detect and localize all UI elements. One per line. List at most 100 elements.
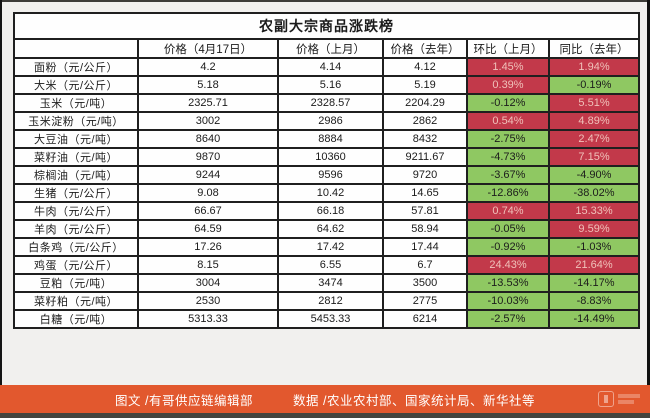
price-lastmonth-cell: 17.42 — [277, 237, 384, 257]
table-row: 大豆油（元/吨） 8640 8884 8432 -2.75% 2.47% — [13, 129, 641, 149]
table-row: 生猪（元/公斤） 9.08 10.42 14.65 -12.86% -38.02% — [13, 183, 641, 203]
price-apr17-cell: 17.26 — [137, 237, 279, 257]
price-apr17-cell: 2325.71 — [137, 93, 279, 113]
price-apr17-cell: 9.08 — [137, 183, 279, 203]
price-lastyear-cell: 3500 — [382, 273, 468, 293]
table-row: 菜籽油（元/吨） 9870 10360 9211.67 -4.73% 7.15% — [13, 147, 641, 167]
yoy-change-cell: -38.02% — [547, 183, 641, 203]
yoy-change-cell: 2.47% — [547, 129, 641, 149]
commodity-name-cell: 大米（元/公斤） — [13, 75, 139, 95]
yoy-change-cell: -8.83% — [547, 291, 641, 311]
commodity-name-cell: 面粉（元/公斤） — [13, 57, 139, 77]
yoy-change-cell: -4.90% — [547, 165, 641, 185]
price-apr17-cell: 64.59 — [137, 219, 279, 239]
price-apr17-cell: 5.18 — [137, 75, 279, 95]
price-lastmonth-cell: 2812 — [277, 291, 384, 311]
price-lastyear-cell: 9720 — [382, 165, 468, 185]
price-apr17-cell: 8.15 — [137, 255, 279, 275]
table-header-row: 价格（4月17日） 价格（上月） 价格（去年） 环比（上月） 同比（去年） — [13, 38, 641, 59]
price-lastyear-cell: 2204.29 — [382, 93, 468, 113]
price-lastmonth-cell: 5453.33 — [277, 309, 384, 329]
commodity-name-cell: 牛肉（元/公斤） — [13, 201, 139, 221]
table-row: 菜籽粕（元/吨） 2530 2812 2775 -10.03% -8.83% — [13, 291, 641, 311]
price-lastyear-cell: 14.65 — [382, 183, 468, 203]
price-apr17-cell: 8640 — [137, 129, 279, 149]
price-lastmonth-cell: 10.42 — [277, 183, 384, 203]
price-lastmonth-cell: 5.16 — [277, 75, 384, 95]
price-apr17-cell: 3004 — [137, 273, 279, 293]
yoy-change-cell: -1.03% — [547, 237, 641, 257]
footer-credit-bar: 图文 /有哥供应链编辑部 数据 /农业农村部、国家统计局、新华社等 — [0, 385, 650, 413]
price-lastyear-cell: 57.81 — [382, 201, 468, 221]
price-lastmonth-cell: 8884 — [277, 129, 384, 149]
price-lastyear-cell: 6214 — [382, 309, 468, 329]
mom-change-cell: -0.05% — [466, 219, 550, 239]
mom-change-cell: -13.53% — [466, 273, 550, 293]
yoy-change-cell: 1.94% — [547, 57, 641, 77]
mom-change-cell: 1.45% — [466, 57, 550, 77]
table-row: 玉米淀粉（元/吨） 3002 2986 2862 0.54% 4.89% — [13, 111, 641, 131]
commodity-price-table: 农副大宗商品涨跌榜 价格（4月17日） 价格（上月） 价格（去年） 环比（上月）… — [12, 12, 641, 329]
price-apr17-cell: 4.2 — [137, 57, 279, 77]
page-title: 农副大宗商品涨跌榜 — [12, 12, 641, 40]
mom-change-cell: -2.57% — [466, 309, 550, 329]
table-row: 白条鸡（元/公斤） 17.26 17.42 17.44 -0.92% -1.03% — [13, 237, 641, 257]
mom-change-cell: 0.74% — [466, 201, 550, 221]
price-lastyear-cell: 58.94 — [382, 219, 468, 239]
mom-change-cell: 0.54% — [466, 111, 550, 131]
table-row: 面粉（元/公斤） 4.2 4.14 4.12 1.45% 1.94% — [13, 57, 641, 77]
yoy-change-cell: 4.89% — [547, 111, 641, 131]
header-price-lastmonth: 价格（上月） — [277, 38, 384, 59]
yoy-change-cell: -14.49% — [547, 309, 641, 329]
header-price-lastyear: 价格（去年） — [382, 38, 468, 59]
table-row: 羊肉（元/公斤） 64.59 64.62 58.94 -0.05% 9.59% — [13, 219, 641, 239]
price-lastmonth-cell: 6.55 — [277, 255, 384, 275]
commodity-name-cell: 菜籽粕（元/吨） — [13, 291, 139, 311]
mom-change-cell: 24.43% — [466, 255, 550, 275]
yoy-change-cell: -0.19% — [547, 75, 641, 95]
commodity-name-cell: 大豆油（元/吨） — [13, 129, 139, 149]
table-row: 大米（元/公斤） 5.18 5.16 5.19 0.39% -0.19% — [13, 75, 641, 95]
yoy-change-cell: 7.15% — [547, 147, 641, 167]
commodity-name-cell: 玉米淀粉（元/吨） — [13, 111, 139, 131]
price-lastmonth-cell: 4.14 — [277, 57, 384, 77]
table-row: 棕榈油（元/吨） 9244 9596 9720 -3.67% -4.90% — [13, 165, 641, 185]
table-row: 牛肉（元/公斤） 66.67 66.18 57.81 0.74% 15.33% — [13, 201, 641, 221]
mom-change-cell: -0.92% — [466, 237, 550, 257]
price-lastyear-cell: 6.7 — [382, 255, 468, 275]
mom-change-cell: -2.75% — [466, 129, 550, 149]
table-row: 豆粕（元/吨） 3004 3474 3500 -13.53% -14.17% — [13, 273, 641, 293]
screen-edge-right — [647, 0, 650, 418]
watermark-logo — [598, 391, 640, 407]
commodity-name-cell: 白糖（元/吨） — [13, 309, 139, 329]
mom-change-cell: 0.39% — [466, 75, 550, 95]
yoy-change-cell: -14.17% — [547, 273, 641, 293]
commodity-name-cell: 羊肉（元/公斤） — [13, 219, 139, 239]
price-apr17-cell: 2530 — [137, 291, 279, 311]
yoy-change-cell: 15.33% — [547, 201, 641, 221]
watermark-app-icon — [598, 391, 614, 407]
mom-change-cell: -10.03% — [466, 291, 550, 311]
price-apr17-cell: 5313.33 — [137, 309, 279, 329]
commodity-name-cell: 棕榈油（元/吨） — [13, 165, 139, 185]
price-lastyear-cell: 2862 — [382, 111, 468, 131]
table-title-row: 农副大宗商品涨跌榜 — [12, 12, 641, 40]
table-row: 玉米（元/吨） 2325.71 2328.57 2204.29 -0.12% 5.51% — [13, 93, 641, 113]
price-apr17-cell: 9244 — [137, 165, 279, 185]
commodity-name-cell: 白条鸡（元/公斤） — [13, 237, 139, 257]
table-row: 白糖（元/吨） 5313.33 5453.33 6214 -2.57% -14.49% — [13, 309, 641, 329]
price-apr17-cell: 9870 — [137, 147, 279, 167]
header-price-apr17: 价格（4月17日） — [137, 38, 279, 59]
mom-change-cell: -3.67% — [466, 165, 550, 185]
mom-change-cell: -12.86% — [466, 183, 550, 203]
yoy-change-cell: 9.59% — [547, 219, 641, 239]
screen-edge-bottom — [0, 413, 650, 418]
price-lastyear-cell: 8432 — [382, 129, 468, 149]
price-lastyear-cell: 2775 — [382, 291, 468, 311]
price-lastmonth-cell: 9596 — [277, 165, 384, 185]
price-lastmonth-cell: 64.62 — [277, 219, 384, 239]
footer-source-text: 数据 /农业农村部、国家统计局、新华社等 — [293, 393, 535, 408]
price-apr17-cell: 3002 — [137, 111, 279, 131]
screen-edge-left — [0, 0, 2, 418]
commodity-name-cell: 玉米（元/吨） — [13, 93, 139, 113]
